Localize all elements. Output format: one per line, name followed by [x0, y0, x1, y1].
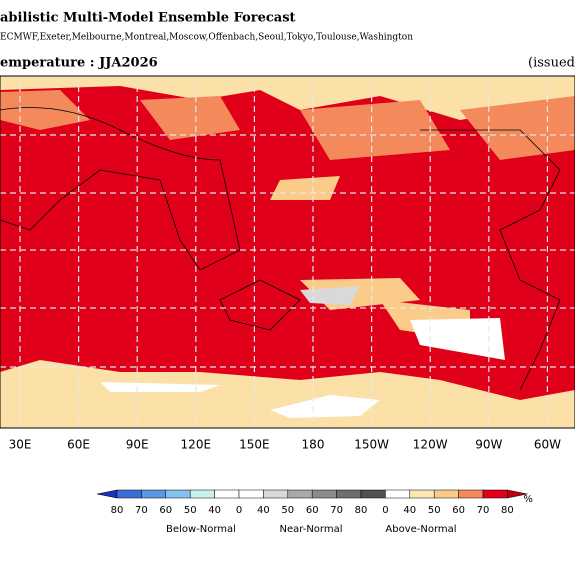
colorbar-tick-label: 0 [236, 505, 242, 516]
colorbar-tick-label: 40 [257, 505, 270, 516]
colorbar-tick-label: 40 [403, 505, 416, 516]
colorbar-tick-label: 50 [428, 505, 441, 516]
coastlines [0, 107, 561, 391]
lon-label: 90E [126, 438, 149, 452]
colorbar-low [96, 489, 118, 499]
lon-label: 150W [354, 438, 389, 452]
lon-label: 90W [475, 438, 502, 452]
colorbar-segment [263, 489, 289, 499]
colorbar-segment [189, 489, 215, 499]
map-frame [0, 75, 575, 429]
colorbar-tick-label: 70 [330, 505, 343, 516]
colorbar-tick-label: 70 [477, 505, 490, 516]
colorbar-segment [385, 489, 411, 499]
colorbar-segment [336, 489, 362, 499]
colorbar-tick-label: 50 [184, 505, 197, 516]
colorbar-tick-label: 0 [382, 505, 388, 516]
normal-region [410, 318, 505, 360]
colorbar-segment [482, 489, 508, 499]
colorbar-unit: % [523, 494, 533, 505]
colorbar-tick-label: 70 [135, 505, 148, 516]
colorbar-segment [458, 489, 484, 499]
colorbar-high [507, 489, 528, 499]
lon-label: 30E [9, 438, 32, 452]
legend-group: Below-Normal [166, 524, 236, 535]
colorbar-segment [311, 489, 337, 499]
colorbar-segment [409, 489, 435, 499]
lon-label: 150E [239, 438, 270, 452]
colorbar-tick-label: 80 [355, 505, 368, 516]
colorbar-segment [360, 489, 386, 499]
moderate-region [0, 90, 575, 160]
legend-group: Above-Normal [385, 524, 456, 535]
subtitle: ECMWF,Exeter,Melbourne,Montreal,Moscow,O… [0, 33, 413, 43]
map-title: emperature : JJA2026 [0, 56, 158, 71]
colorbar-tick-label: 60 [306, 505, 319, 516]
antarctic-region [100, 382, 380, 418]
map [0, 75, 575, 429]
colorbar-segment [116, 489, 142, 499]
lon-label: 60W [534, 438, 561, 452]
colorbar-segment [165, 489, 191, 499]
colorbar-tick-label: 60 [452, 505, 465, 516]
colorbar-tick-label: 50 [281, 505, 294, 516]
lon-label: 180 [302, 438, 325, 452]
colorbar-segment [214, 489, 240, 499]
colorbar-tick-label: 40 [208, 505, 221, 516]
colorbar-tick-label: 80 [111, 505, 124, 516]
colorbar-segment [287, 489, 313, 499]
lon-label: 120E [181, 438, 212, 452]
lon-label: 60E [67, 438, 90, 452]
colorbar-segment [141, 489, 167, 499]
colorbar-segment [238, 489, 264, 499]
lon-label: 120W [413, 438, 448, 452]
legend-group: Near-Normal [279, 524, 342, 535]
colorbar-segment [433, 489, 459, 499]
colorbar-tick-label: 80 [501, 505, 514, 516]
colorbar-tick-label: 60 [159, 505, 172, 516]
title: abilistic Multi-Model Ensemble Forecast [0, 11, 296, 26]
issued: (issued [528, 56, 575, 71]
near-normal-region [300, 286, 360, 305]
